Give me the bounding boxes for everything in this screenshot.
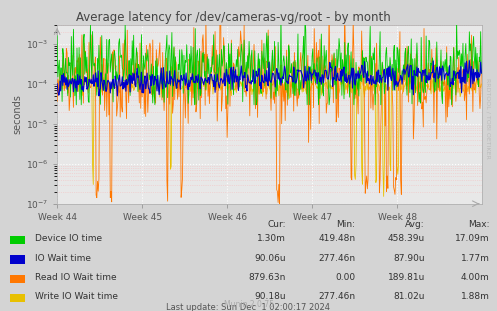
Text: Munin 2.0.75: Munin 2.0.75 [224, 300, 273, 309]
FancyBboxPatch shape [10, 275, 25, 283]
Text: Max:: Max: [468, 220, 490, 229]
Text: 87.90u: 87.90u [393, 254, 425, 263]
FancyBboxPatch shape [10, 236, 25, 244]
Text: 1.77m: 1.77m [461, 254, 490, 263]
Text: 81.02u: 81.02u [394, 292, 425, 301]
Text: 1.88m: 1.88m [461, 292, 490, 301]
Text: 17.09m: 17.09m [455, 234, 490, 244]
Text: Write IO Wait time: Write IO Wait time [35, 292, 118, 301]
Y-axis label: seconds: seconds [13, 94, 23, 134]
Text: RRDTOOL / TOBI OETIKER: RRDTOOL / TOBI OETIKER [486, 78, 491, 159]
Text: Min:: Min: [336, 220, 355, 229]
Text: Last update: Sun Dec  1 02:00:17 2024: Last update: Sun Dec 1 02:00:17 2024 [166, 303, 331, 311]
Text: 1.30m: 1.30m [257, 234, 286, 244]
Text: Average latency for /dev/cameras-vg/root - by month: Average latency for /dev/cameras-vg/root… [76, 11, 391, 24]
FancyBboxPatch shape [10, 255, 25, 264]
Text: 458.39u: 458.39u [388, 234, 425, 244]
Text: 189.81u: 189.81u [388, 273, 425, 282]
Text: 879.63n: 879.63n [248, 273, 286, 282]
Text: Read IO Wait time: Read IO Wait time [35, 273, 116, 282]
Text: IO Wait time: IO Wait time [35, 254, 91, 263]
Text: 90.06u: 90.06u [254, 254, 286, 263]
Text: 419.48n: 419.48n [318, 234, 355, 244]
Text: Device IO time: Device IO time [35, 234, 102, 244]
Text: Avg:: Avg: [406, 220, 425, 229]
Text: 90.18u: 90.18u [254, 292, 286, 301]
FancyBboxPatch shape [10, 294, 25, 302]
Text: 4.00m: 4.00m [461, 273, 490, 282]
Text: 277.46n: 277.46n [318, 292, 355, 301]
Text: Cur:: Cur: [267, 220, 286, 229]
Text: 277.46n: 277.46n [318, 254, 355, 263]
Text: 0.00: 0.00 [335, 273, 355, 282]
